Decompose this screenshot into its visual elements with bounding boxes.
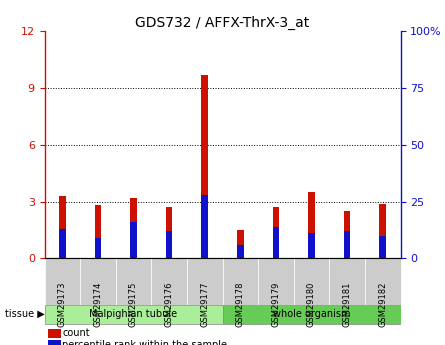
Text: Malpighian tubule: Malpighian tubule: [89, 309, 178, 319]
Bar: [130, 222, 137, 258]
Bar: [237, 245, 243, 258]
Bar: [59, 196, 65, 258]
Bar: [95, 238, 101, 258]
Text: GSM29182: GSM29182: [378, 282, 387, 327]
Text: GSM29174: GSM29174: [93, 282, 102, 327]
Text: GSM29180: GSM29180: [307, 282, 316, 327]
Bar: [308, 234, 315, 258]
Text: whole organism: whole organism: [273, 309, 350, 319]
Bar: [48, 341, 61, 345]
Text: GSM29176: GSM29176: [165, 282, 174, 327]
FancyBboxPatch shape: [151, 258, 187, 305]
Bar: [344, 211, 350, 258]
Bar: [130, 198, 137, 258]
Bar: [308, 192, 315, 258]
Bar: [222, 305, 400, 324]
Bar: [273, 207, 279, 258]
Bar: [166, 207, 172, 258]
FancyBboxPatch shape: [365, 258, 400, 305]
FancyBboxPatch shape: [80, 258, 116, 305]
Bar: [273, 227, 279, 258]
Text: GSM29177: GSM29177: [200, 282, 209, 327]
Bar: [202, 195, 208, 258]
Title: GDS732 / AFFX-ThrX-3_at: GDS732 / AFFX-ThrX-3_at: [135, 16, 310, 30]
FancyBboxPatch shape: [116, 258, 151, 305]
Bar: [237, 230, 243, 258]
Bar: [202, 75, 208, 258]
Bar: [95, 205, 101, 258]
Text: GSM29178: GSM29178: [236, 282, 245, 327]
Bar: [48, 328, 61, 338]
Bar: [59, 229, 65, 258]
Bar: [380, 236, 386, 258]
Text: GSM29173: GSM29173: [58, 282, 67, 327]
Text: tissue ▶: tissue ▶: [5, 309, 44, 319]
FancyBboxPatch shape: [222, 258, 258, 305]
Bar: [44, 305, 222, 324]
FancyBboxPatch shape: [187, 258, 222, 305]
Text: GSM29175: GSM29175: [129, 282, 138, 327]
Text: count: count: [62, 328, 90, 338]
Text: GSM29181: GSM29181: [343, 282, 352, 327]
FancyBboxPatch shape: [329, 258, 365, 305]
Text: GSM29179: GSM29179: [271, 282, 280, 327]
Bar: [380, 204, 386, 258]
Bar: [344, 231, 350, 258]
Text: percentile rank within the sample: percentile rank within the sample: [62, 340, 227, 345]
FancyBboxPatch shape: [258, 258, 294, 305]
FancyBboxPatch shape: [44, 258, 80, 305]
Bar: [166, 231, 172, 258]
FancyBboxPatch shape: [294, 258, 329, 305]
